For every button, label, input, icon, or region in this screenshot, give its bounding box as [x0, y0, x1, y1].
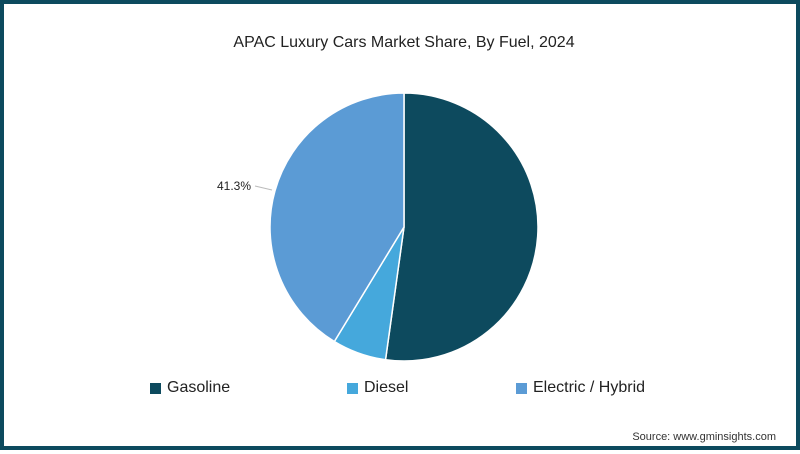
gasoline-swatch-icon: [150, 382, 161, 394]
electric-hybrid-data-label: 41.3%: [217, 179, 251, 193]
pie-chart: 41.3%: [217, 92, 539, 362]
legend-label: Gasoline: [167, 379, 231, 396]
label-leader-line: [254, 185, 273, 191]
legend-item-gasoline: Gasoline: [150, 379, 230, 397]
diesel-swatch-icon: [347, 382, 358, 394]
electric-hybrid-swatch-icon: [516, 382, 527, 394]
chart-legend: Gasoline Diesel Electric / Hybrid: [4, 379, 800, 403]
source-note: Source: www.gminsights.com: [632, 431, 776, 443]
legend-label: Electric / Hybrid: [533, 379, 646, 396]
legend-label: Diesel: [364, 379, 409, 396]
legend-item-diesel: Diesel: [347, 379, 408, 397]
pie-slice-gasoline: [384, 92, 539, 362]
chart-title: APAC Luxury Cars Market Share, By Fuel, …: [233, 34, 575, 51]
legend-item-electric-hybrid: Electric / Hybrid: [516, 379, 645, 397]
pie-slice-electric-hybrid: [269, 92, 405, 343]
